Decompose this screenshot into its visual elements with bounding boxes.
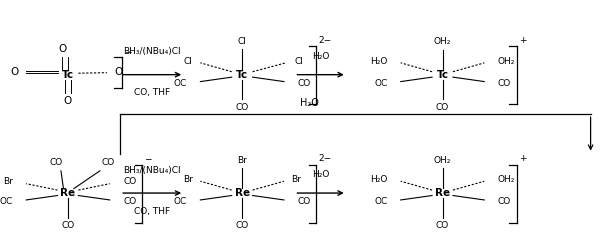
Text: H₂O: H₂O — [312, 170, 329, 180]
Text: Tc: Tc — [236, 70, 248, 80]
Text: Br: Br — [237, 156, 247, 165]
Text: Cl: Cl — [184, 57, 193, 66]
Text: Br: Br — [292, 175, 301, 184]
Text: OC: OC — [174, 79, 187, 88]
Text: OH₂: OH₂ — [497, 57, 515, 66]
Text: H₂O: H₂O — [299, 98, 319, 108]
Text: CO: CO — [236, 103, 249, 112]
Text: H₂O: H₂O — [370, 57, 388, 66]
Text: CO: CO — [436, 103, 449, 112]
Text: O: O — [64, 96, 72, 106]
Text: Tc: Tc — [62, 70, 74, 80]
Text: OH₂: OH₂ — [434, 156, 451, 165]
Text: CO: CO — [61, 221, 74, 230]
Text: −: − — [124, 47, 131, 56]
Text: CO: CO — [497, 79, 511, 88]
Text: CO: CO — [123, 178, 136, 186]
Text: H₂O: H₂O — [312, 52, 329, 61]
Text: CO: CO — [102, 158, 115, 167]
Text: Tc: Tc — [436, 70, 449, 80]
Text: O: O — [58, 44, 66, 54]
Text: H₂O: H₂O — [370, 175, 388, 184]
Text: OH₂: OH₂ — [497, 175, 515, 184]
Text: CO, THF: CO, THF — [134, 88, 170, 97]
Text: Re: Re — [235, 188, 250, 198]
Text: 2−: 2− — [318, 36, 331, 45]
Text: OH₂: OH₂ — [434, 37, 451, 46]
Text: +: + — [518, 36, 526, 45]
Text: Br: Br — [183, 175, 193, 184]
Text: CO, THF: CO, THF — [134, 207, 170, 216]
Text: OC: OC — [374, 79, 388, 88]
Text: O: O — [10, 67, 19, 77]
Text: OC: OC — [0, 197, 13, 206]
Text: +: + — [518, 155, 526, 163]
Text: BH₃/(NBu₄)Cl: BH₃/(NBu₄)Cl — [124, 47, 181, 56]
Text: OC: OC — [174, 197, 187, 206]
Text: CO: CO — [298, 197, 311, 206]
Text: CO: CO — [436, 221, 449, 230]
Text: −: − — [144, 155, 152, 163]
Text: CO: CO — [236, 221, 249, 230]
Text: Re: Re — [61, 188, 76, 198]
Text: CO: CO — [497, 197, 511, 206]
Text: OC: OC — [374, 197, 388, 206]
Text: CO: CO — [298, 79, 311, 88]
Text: CO: CO — [123, 197, 136, 206]
Text: CO: CO — [50, 158, 63, 167]
Text: BH₃/(NBu₄)Cl: BH₃/(NBu₄)Cl — [124, 166, 181, 175]
Text: Br: Br — [3, 178, 13, 186]
Text: O: O — [115, 67, 122, 77]
Text: 2−: 2− — [318, 155, 331, 163]
Text: Cl: Cl — [238, 37, 247, 46]
Text: Re: Re — [435, 188, 450, 198]
Text: Cl: Cl — [295, 57, 304, 66]
